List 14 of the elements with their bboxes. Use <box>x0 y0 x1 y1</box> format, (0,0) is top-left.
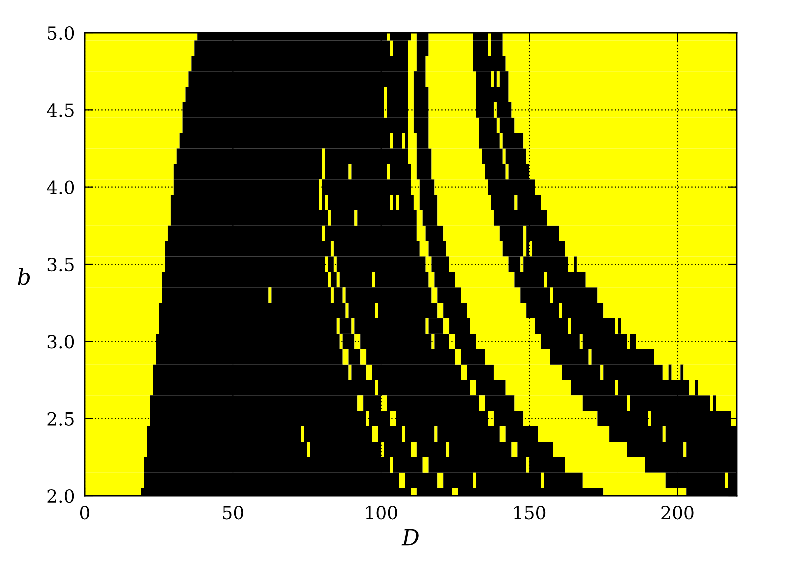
y-tick-label: 2.0 <box>48 489 74 504</box>
x-tick-label: 200 <box>662 506 694 520</box>
y-tick-label: 4.0 <box>47 180 74 194</box>
x-tick-label: 150 <box>514 506 546 520</box>
y-tick-label: 4.5 <box>47 104 74 118</box>
x-tick-label: 0 <box>80 506 90 520</box>
y-axis-title: b <box>18 268 30 286</box>
x-tick-label: 100 <box>366 506 398 520</box>
y-tick-label: 2.5 <box>48 412 74 426</box>
y-tick-label: 3.0 <box>48 335 74 349</box>
x-axis-title: D <box>402 529 419 546</box>
x-tick-label: 50 <box>223 506 244 520</box>
y-tick-label: 5.0 <box>48 26 74 40</box>
y-tick-label: 3.5 <box>48 258 74 272</box>
